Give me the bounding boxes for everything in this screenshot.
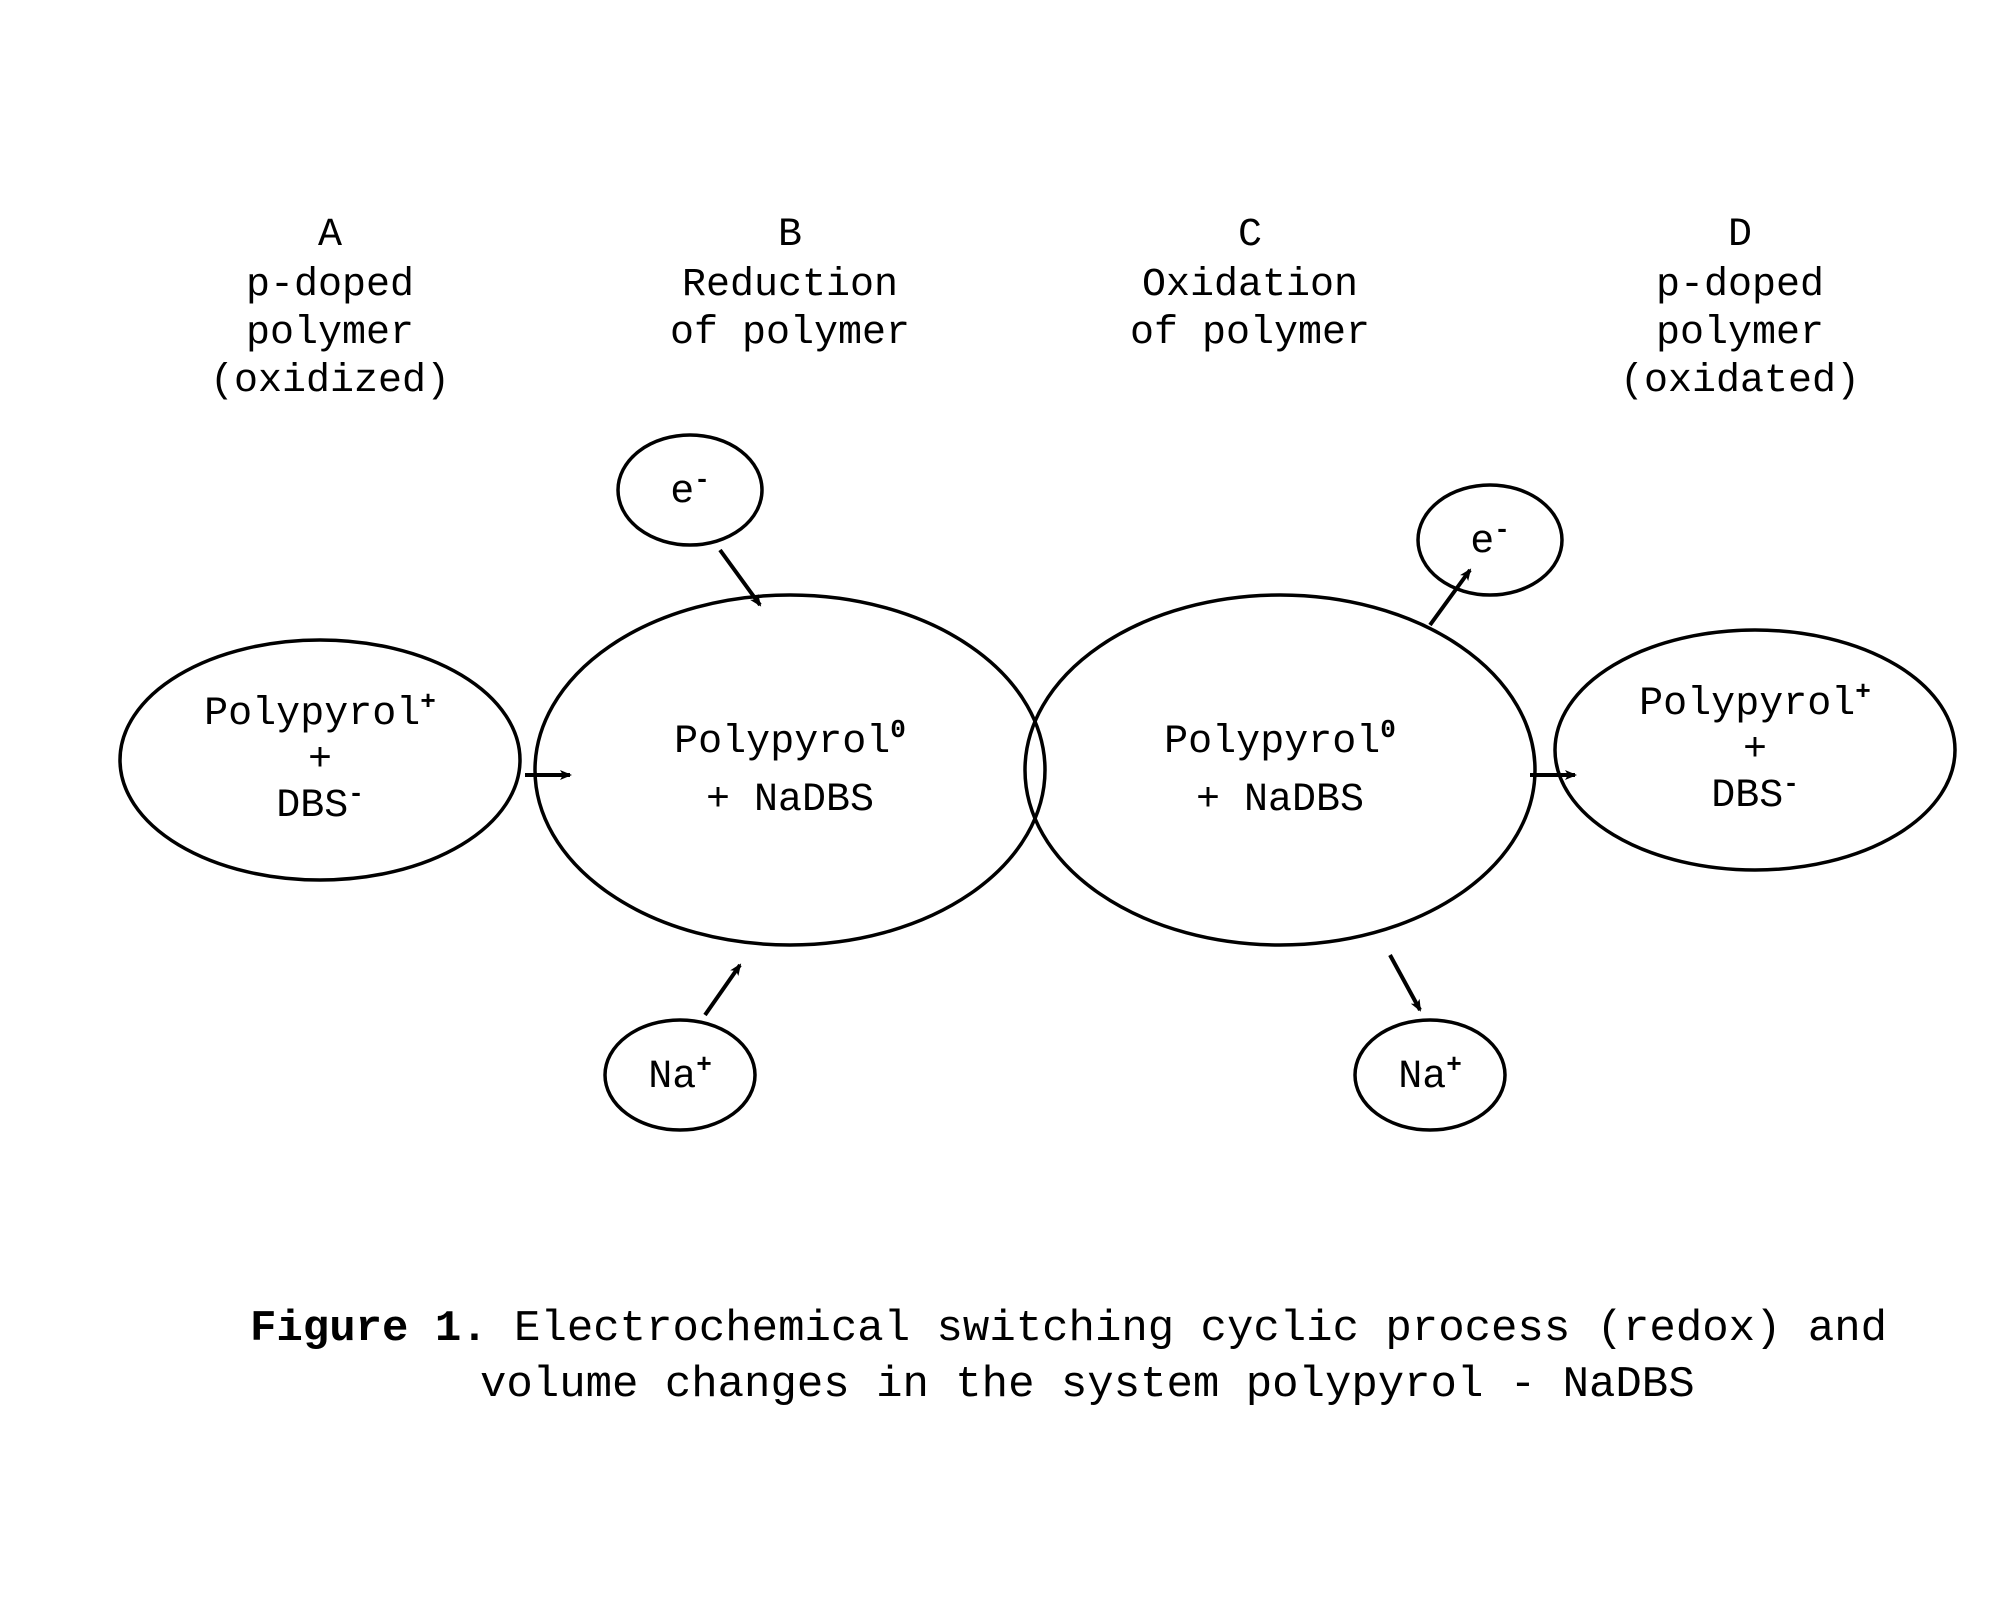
header-D-line-0: p-doped [1656, 263, 1824, 308]
header-C-line-0: Oxidation [1142, 263, 1358, 308]
header-A-line-0: p-doped [246, 263, 414, 308]
node-D-text-0: Polypyrol+ [1639, 677, 1871, 727]
node-A: Polypyrol++DBS- [120, 640, 520, 880]
header-C-letter: C [1238, 213, 1262, 258]
header-C: C Oxidationof polymer [1130, 213, 1370, 356]
header-D: Dp-dopedpolymer(oxidated) [1620, 213, 1860, 404]
header-D-line-2: (oxidated) [1620, 359, 1860, 404]
node-B-text-1: + NaDBS [706, 778, 874, 823]
node-D-text-2: DBS- [1711, 769, 1799, 819]
small-node-eB: e- [618, 435, 762, 545]
small-node-eB-label: e- [670, 465, 710, 515]
arrow-NaD_from_C [1390, 955, 1420, 1010]
header-D-letter: D [1728, 213, 1752, 258]
node-C-text-0: Polypyrol0 [1164, 715, 1396, 765]
small-node-NaB-label: Na+ [648, 1050, 712, 1100]
node-A-text-1: + [308, 738, 332, 783]
header-C-line-1: of polymer [1130, 311, 1370, 356]
node-C-ellipse [1025, 595, 1535, 945]
small-node-NaB: Na+ [605, 1020, 755, 1130]
node-A-text-2: DBS- [276, 779, 364, 829]
node-A-text-0: Polypyrol+ [204, 687, 436, 737]
node-C-text-1: + NaDBS [1196, 778, 1364, 823]
small-node-eC-label: e- [1470, 515, 1510, 565]
small-node-eC: e- [1418, 485, 1562, 595]
header-A-line-1: polymer [246, 311, 414, 356]
header-A-letter: A [318, 213, 342, 258]
small-node-NaD-label: Na+ [1398, 1050, 1462, 1100]
header-D-line-1: polymer [1656, 311, 1824, 356]
arrow-NaB_to_B [705, 965, 740, 1015]
caption-line-1: Figure 1. Electrochemical switching cycl… [250, 1304, 1887, 1354]
header-B-line-1: of polymer [670, 311, 910, 356]
header-A: Ap-dopedpolymer(oxidized) [210, 213, 450, 404]
header-B-line-0: Reduction [682, 263, 898, 308]
node-B: Polypyrol0 + NaDBS [535, 595, 1045, 945]
node-D: Polypyrol++DBS- [1555, 630, 1955, 870]
node-B-ellipse [535, 595, 1045, 945]
node-D-text-1: + [1743, 728, 1767, 773]
header-A-line-2: (oxidized) [210, 359, 450, 404]
small-node-NaD: Na+ [1355, 1020, 1505, 1130]
figure-caption: Figure 1. Electrochemical switching cycl… [250, 1304, 1887, 1410]
figure-diagram: Ap-dopedpolymer(oxidized)BReductionof po… [0, 0, 2016, 1605]
node-C: Polypyrol0 + NaDBS [1025, 595, 1535, 945]
header-B-letter: B [778, 213, 802, 258]
caption-line-2: volume changes in the system polypyrol -… [480, 1360, 1695, 1410]
header-B: B Reductionof polymer [670, 213, 910, 356]
node-B-text-0: Polypyrol0 [674, 715, 906, 765]
